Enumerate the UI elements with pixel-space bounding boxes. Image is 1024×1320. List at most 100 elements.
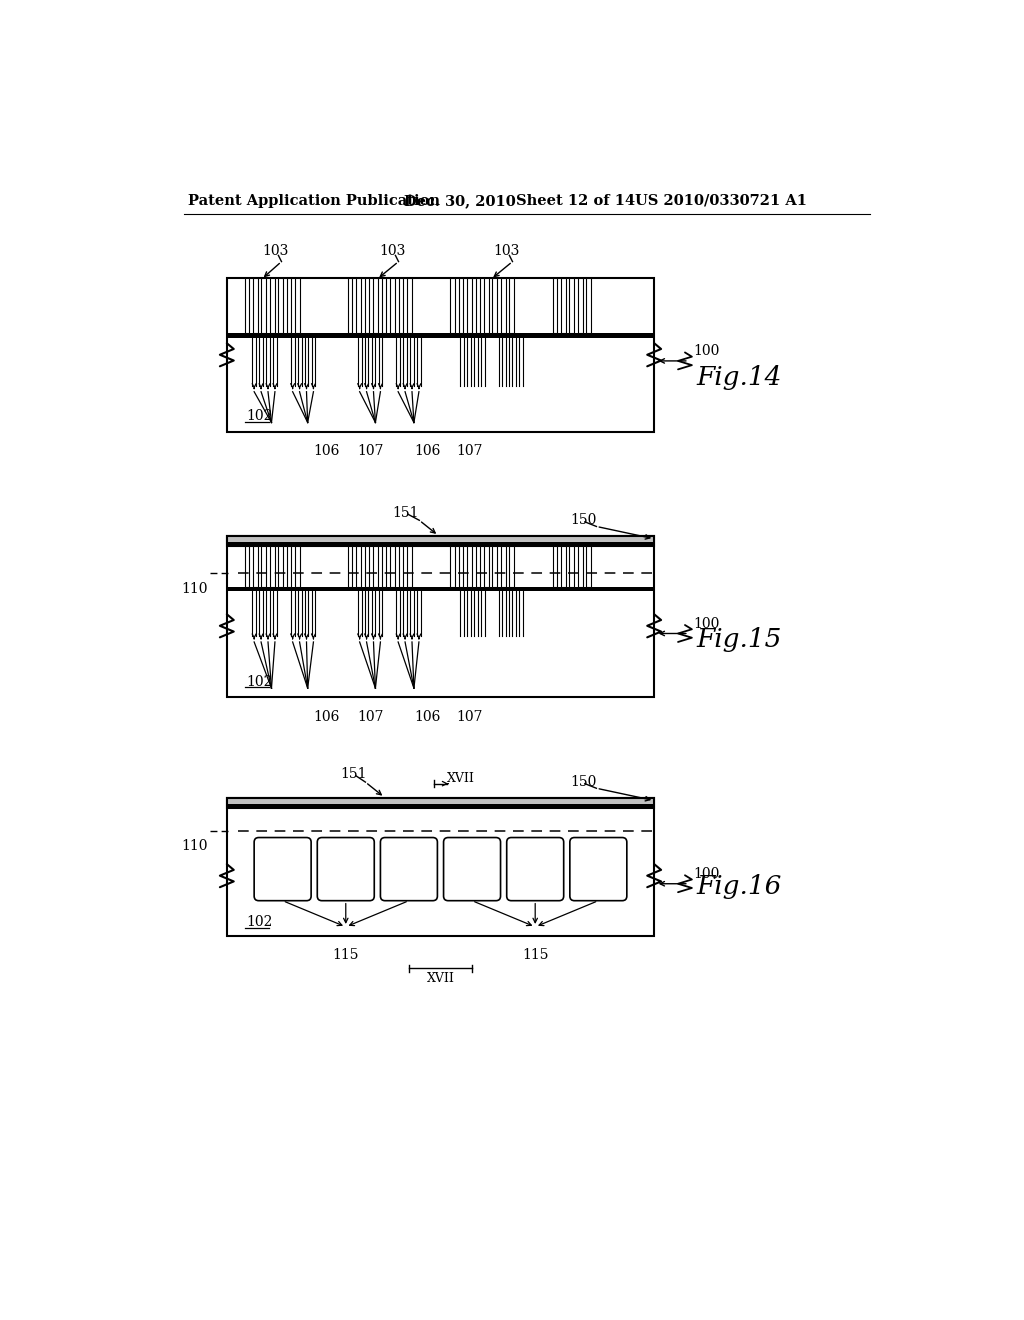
Text: 107: 107 <box>456 710 482 723</box>
Text: 115: 115 <box>522 948 549 962</box>
Bar <box>390 546 394 586</box>
Bar <box>459 277 463 333</box>
Bar <box>578 277 583 333</box>
Text: 100: 100 <box>693 618 720 631</box>
Bar <box>467 277 472 333</box>
Bar <box>484 277 488 333</box>
FancyBboxPatch shape <box>507 837 563 900</box>
Bar <box>279 277 283 333</box>
Text: Patent Application Publication: Patent Application Publication <box>188 194 440 207</box>
Bar <box>356 277 360 333</box>
Bar <box>226 804 654 808</box>
Bar <box>407 277 412 333</box>
Bar <box>459 546 463 586</box>
Bar <box>398 277 403 333</box>
Bar <box>509 546 514 586</box>
Bar <box>398 546 403 586</box>
Bar <box>245 277 249 333</box>
Bar <box>261 277 266 333</box>
Text: 106: 106 <box>414 710 440 723</box>
Text: 110: 110 <box>181 840 208 853</box>
Text: 107: 107 <box>357 444 384 458</box>
Bar <box>261 546 266 586</box>
FancyBboxPatch shape <box>381 837 437 900</box>
Bar <box>226 536 654 545</box>
Text: 103: 103 <box>494 244 519 257</box>
Bar <box>348 277 352 333</box>
Text: 115: 115 <box>333 948 359 962</box>
Text: 151: 151 <box>392 506 419 520</box>
Text: US 2010/0330721 A1: US 2010/0330721 A1 <box>635 194 807 207</box>
Text: 150: 150 <box>570 775 597 789</box>
Bar <box>467 546 472 586</box>
Bar <box>279 546 283 586</box>
Bar <box>226 543 654 545</box>
Bar <box>226 797 654 936</box>
Text: 106: 106 <box>313 710 340 723</box>
Bar <box>356 546 360 586</box>
Text: XVII: XVII <box>427 972 455 985</box>
Bar <box>569 546 574 586</box>
Bar <box>226 536 654 541</box>
Text: 103: 103 <box>379 244 406 257</box>
Bar <box>226 536 654 697</box>
Bar <box>509 277 514 333</box>
Bar <box>390 277 394 333</box>
Text: 151: 151 <box>341 767 368 781</box>
Text: 150: 150 <box>570 513 597 527</box>
Text: XVII: XVII <box>446 772 474 785</box>
FancyBboxPatch shape <box>254 837 311 900</box>
Bar <box>569 277 574 333</box>
Text: 106: 106 <box>313 444 340 458</box>
Text: 102: 102 <box>246 915 272 929</box>
Text: 100: 100 <box>693 345 720 358</box>
Bar <box>270 546 274 586</box>
Bar <box>287 546 292 586</box>
Bar <box>348 546 352 586</box>
Text: 102: 102 <box>246 409 272 424</box>
Bar <box>365 546 370 586</box>
Text: 102: 102 <box>246 675 272 689</box>
Text: 106: 106 <box>414 444 440 458</box>
Bar <box>253 277 258 333</box>
Bar <box>493 277 497 333</box>
Text: 110: 110 <box>181 582 208 595</box>
Bar <box>578 546 583 586</box>
Bar <box>373 277 378 333</box>
Bar <box>587 277 591 333</box>
Bar <box>295 277 300 333</box>
FancyBboxPatch shape <box>443 837 501 900</box>
Bar <box>484 546 488 586</box>
Bar <box>245 546 249 586</box>
Bar <box>475 546 480 586</box>
Bar <box>365 277 370 333</box>
Bar <box>493 546 497 586</box>
Bar <box>226 586 654 591</box>
Text: 103: 103 <box>262 244 289 257</box>
Bar <box>295 546 300 586</box>
Bar <box>226 797 654 808</box>
Bar <box>226 333 654 338</box>
Bar <box>587 546 591 586</box>
Bar <box>451 546 455 586</box>
Bar <box>407 546 412 586</box>
Bar <box>553 546 557 586</box>
Text: Fig.15: Fig.15 <box>696 627 781 652</box>
Bar <box>475 277 480 333</box>
Bar <box>501 546 506 586</box>
FancyBboxPatch shape <box>317 837 374 900</box>
Bar <box>451 277 455 333</box>
Text: Dec. 30, 2010: Dec. 30, 2010 <box>403 194 516 207</box>
Bar <box>287 277 292 333</box>
Bar <box>373 546 378 586</box>
Bar <box>382 546 386 586</box>
Bar <box>382 277 386 333</box>
Bar <box>561 546 565 586</box>
Text: Fig.14: Fig.14 <box>696 366 781 391</box>
Text: Sheet 12 of 14: Sheet 12 of 14 <box>515 194 635 207</box>
Bar <box>253 546 258 586</box>
Text: 107: 107 <box>357 710 384 723</box>
Text: 100: 100 <box>693 867 720 882</box>
Bar <box>561 277 565 333</box>
Bar <box>501 277 506 333</box>
